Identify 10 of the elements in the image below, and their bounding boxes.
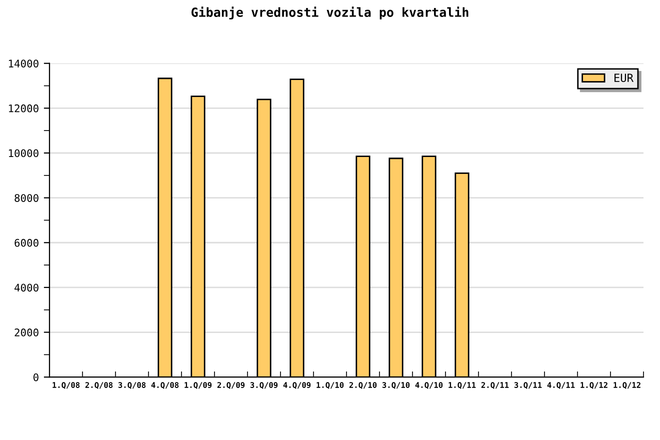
y-tick-label: 8000 bbox=[14, 194, 38, 202]
y-tick-label: 2000 bbox=[14, 328, 38, 336]
y-tick-label: 0 bbox=[33, 373, 38, 382]
y-tick-label: 14000 bbox=[8, 60, 38, 68]
y-tick-label: 10000 bbox=[8, 149, 38, 158]
y-tick-label: 4000 bbox=[14, 284, 38, 292]
y-tick-label: 12000 bbox=[8, 104, 38, 112]
y-tick-label: 6000 bbox=[14, 238, 38, 247]
chart-title: Gibanje vrednosti vozila po kvartalih bbox=[191, 6, 468, 20]
legend-label: EUR bbox=[614, 74, 634, 82]
